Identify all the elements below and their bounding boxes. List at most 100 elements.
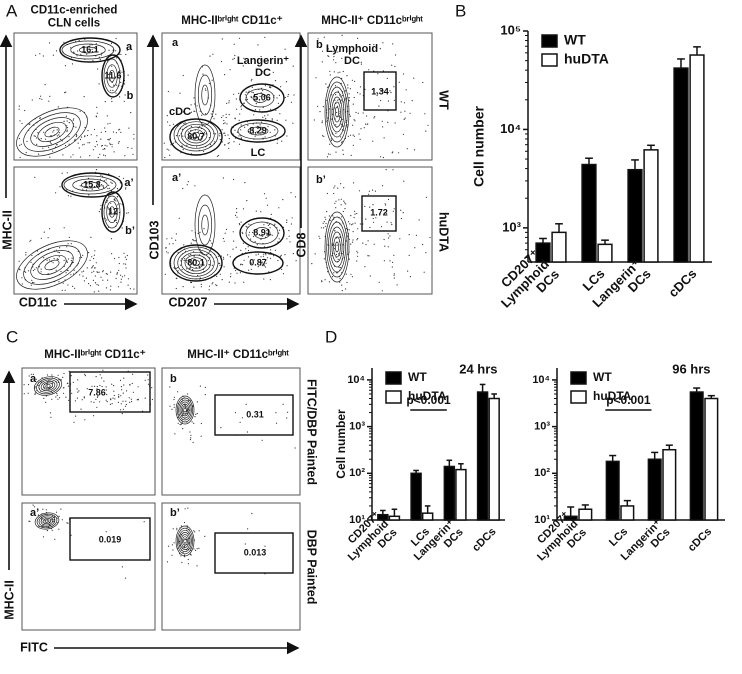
event-dot <box>180 423 182 425</box>
event-dot <box>66 260 68 262</box>
event-dot <box>93 257 95 260</box>
event-dot <box>340 136 342 138</box>
contour <box>326 216 348 278</box>
event-dot <box>393 86 395 88</box>
event-dot <box>332 215 334 217</box>
axis-label: MHC-II <box>0 210 14 250</box>
event-dot <box>95 376 97 378</box>
contour <box>23 245 81 285</box>
event-dot <box>52 54 55 56</box>
event-dot <box>354 210 356 212</box>
event-dot <box>168 243 170 245</box>
gate <box>101 54 125 98</box>
event-dot <box>348 229 350 231</box>
event-dot <box>112 397 114 399</box>
event-dot <box>257 253 259 255</box>
event-dot <box>184 543 186 545</box>
event-dot <box>241 264 244 266</box>
contour <box>176 397 194 423</box>
event-dot <box>255 97 257 99</box>
gate-letter: a <box>30 373 37 385</box>
event-dot <box>176 529 178 531</box>
event-dot <box>357 252 359 254</box>
event-dot <box>108 139 110 141</box>
event-dot <box>113 390 115 392</box>
event-dot <box>189 267 191 269</box>
event-dot <box>102 271 104 273</box>
event-dot <box>294 447 296 449</box>
event-dot <box>63 227 65 229</box>
event-dot <box>343 129 345 131</box>
event-dot <box>229 69 231 71</box>
event-dot <box>104 144 106 146</box>
gate-value: 15.8 <box>83 179 101 189</box>
event-dot <box>352 144 354 146</box>
event-dot <box>205 89 207 91</box>
y-tick-label: 10² <box>349 467 365 479</box>
event-dot <box>355 111 357 114</box>
event-dot <box>409 276 411 278</box>
legend-label: huDTA <box>564 51 609 67</box>
event-dot <box>272 71 274 73</box>
event-dot <box>191 421 193 423</box>
event-dot <box>257 266 259 268</box>
event-dot <box>383 212 385 214</box>
event-dot <box>200 422 202 425</box>
event-dot <box>282 273 285 275</box>
event-dot <box>64 92 66 94</box>
event-dot <box>367 255 369 257</box>
contour <box>329 226 345 268</box>
event-dot <box>95 398 97 400</box>
gate-letter: b <box>170 373 177 385</box>
event-dot <box>265 197 267 199</box>
event-dot <box>79 138 82 141</box>
event-dot <box>96 144 98 146</box>
event-dot <box>122 408 124 410</box>
event-dot <box>78 40 80 42</box>
event-dot <box>219 135 221 137</box>
event-dot <box>63 120 65 123</box>
event-dot <box>111 182 113 184</box>
event-dot <box>68 236 70 238</box>
event-dot <box>99 153 101 155</box>
event-dot <box>373 43 375 46</box>
event-dot <box>71 63 74 65</box>
event-dot <box>107 123 109 125</box>
gate-letter: a’ <box>124 177 133 189</box>
event-dot <box>321 50 324 52</box>
event-dot <box>207 260 209 262</box>
event-dot <box>183 259 185 262</box>
event-dot <box>147 383 150 385</box>
event-dot <box>208 264 210 266</box>
event-dot <box>123 384 125 386</box>
event-dot <box>345 240 347 242</box>
event-dot <box>393 99 395 101</box>
event-dot <box>336 244 338 246</box>
event-dot <box>331 276 334 278</box>
bar <box>605 460 620 521</box>
event-dot <box>382 185 384 187</box>
event-dot <box>365 218 367 220</box>
event-dot <box>342 70 344 73</box>
event-dot <box>61 519 63 521</box>
event-dot <box>120 403 122 405</box>
event-dot <box>386 77 388 79</box>
event-dot <box>187 548 189 550</box>
event-dot <box>121 276 124 278</box>
event-dot <box>373 117 375 119</box>
event-dot <box>350 243 352 245</box>
event-dot <box>67 284 69 286</box>
event-dot <box>125 188 127 190</box>
event-dot <box>242 65 244 67</box>
contour <box>191 259 201 267</box>
event-dot <box>383 260 385 262</box>
event-dot <box>124 94 126 96</box>
event-dot <box>244 126 246 128</box>
event-dot <box>392 169 394 171</box>
event-dot <box>45 509 47 511</box>
event-dot <box>382 90 384 92</box>
event-dot <box>120 386 122 388</box>
gate-value: 1.72 <box>370 207 388 217</box>
event-dot <box>59 132 61 134</box>
event-dot <box>254 241 256 243</box>
